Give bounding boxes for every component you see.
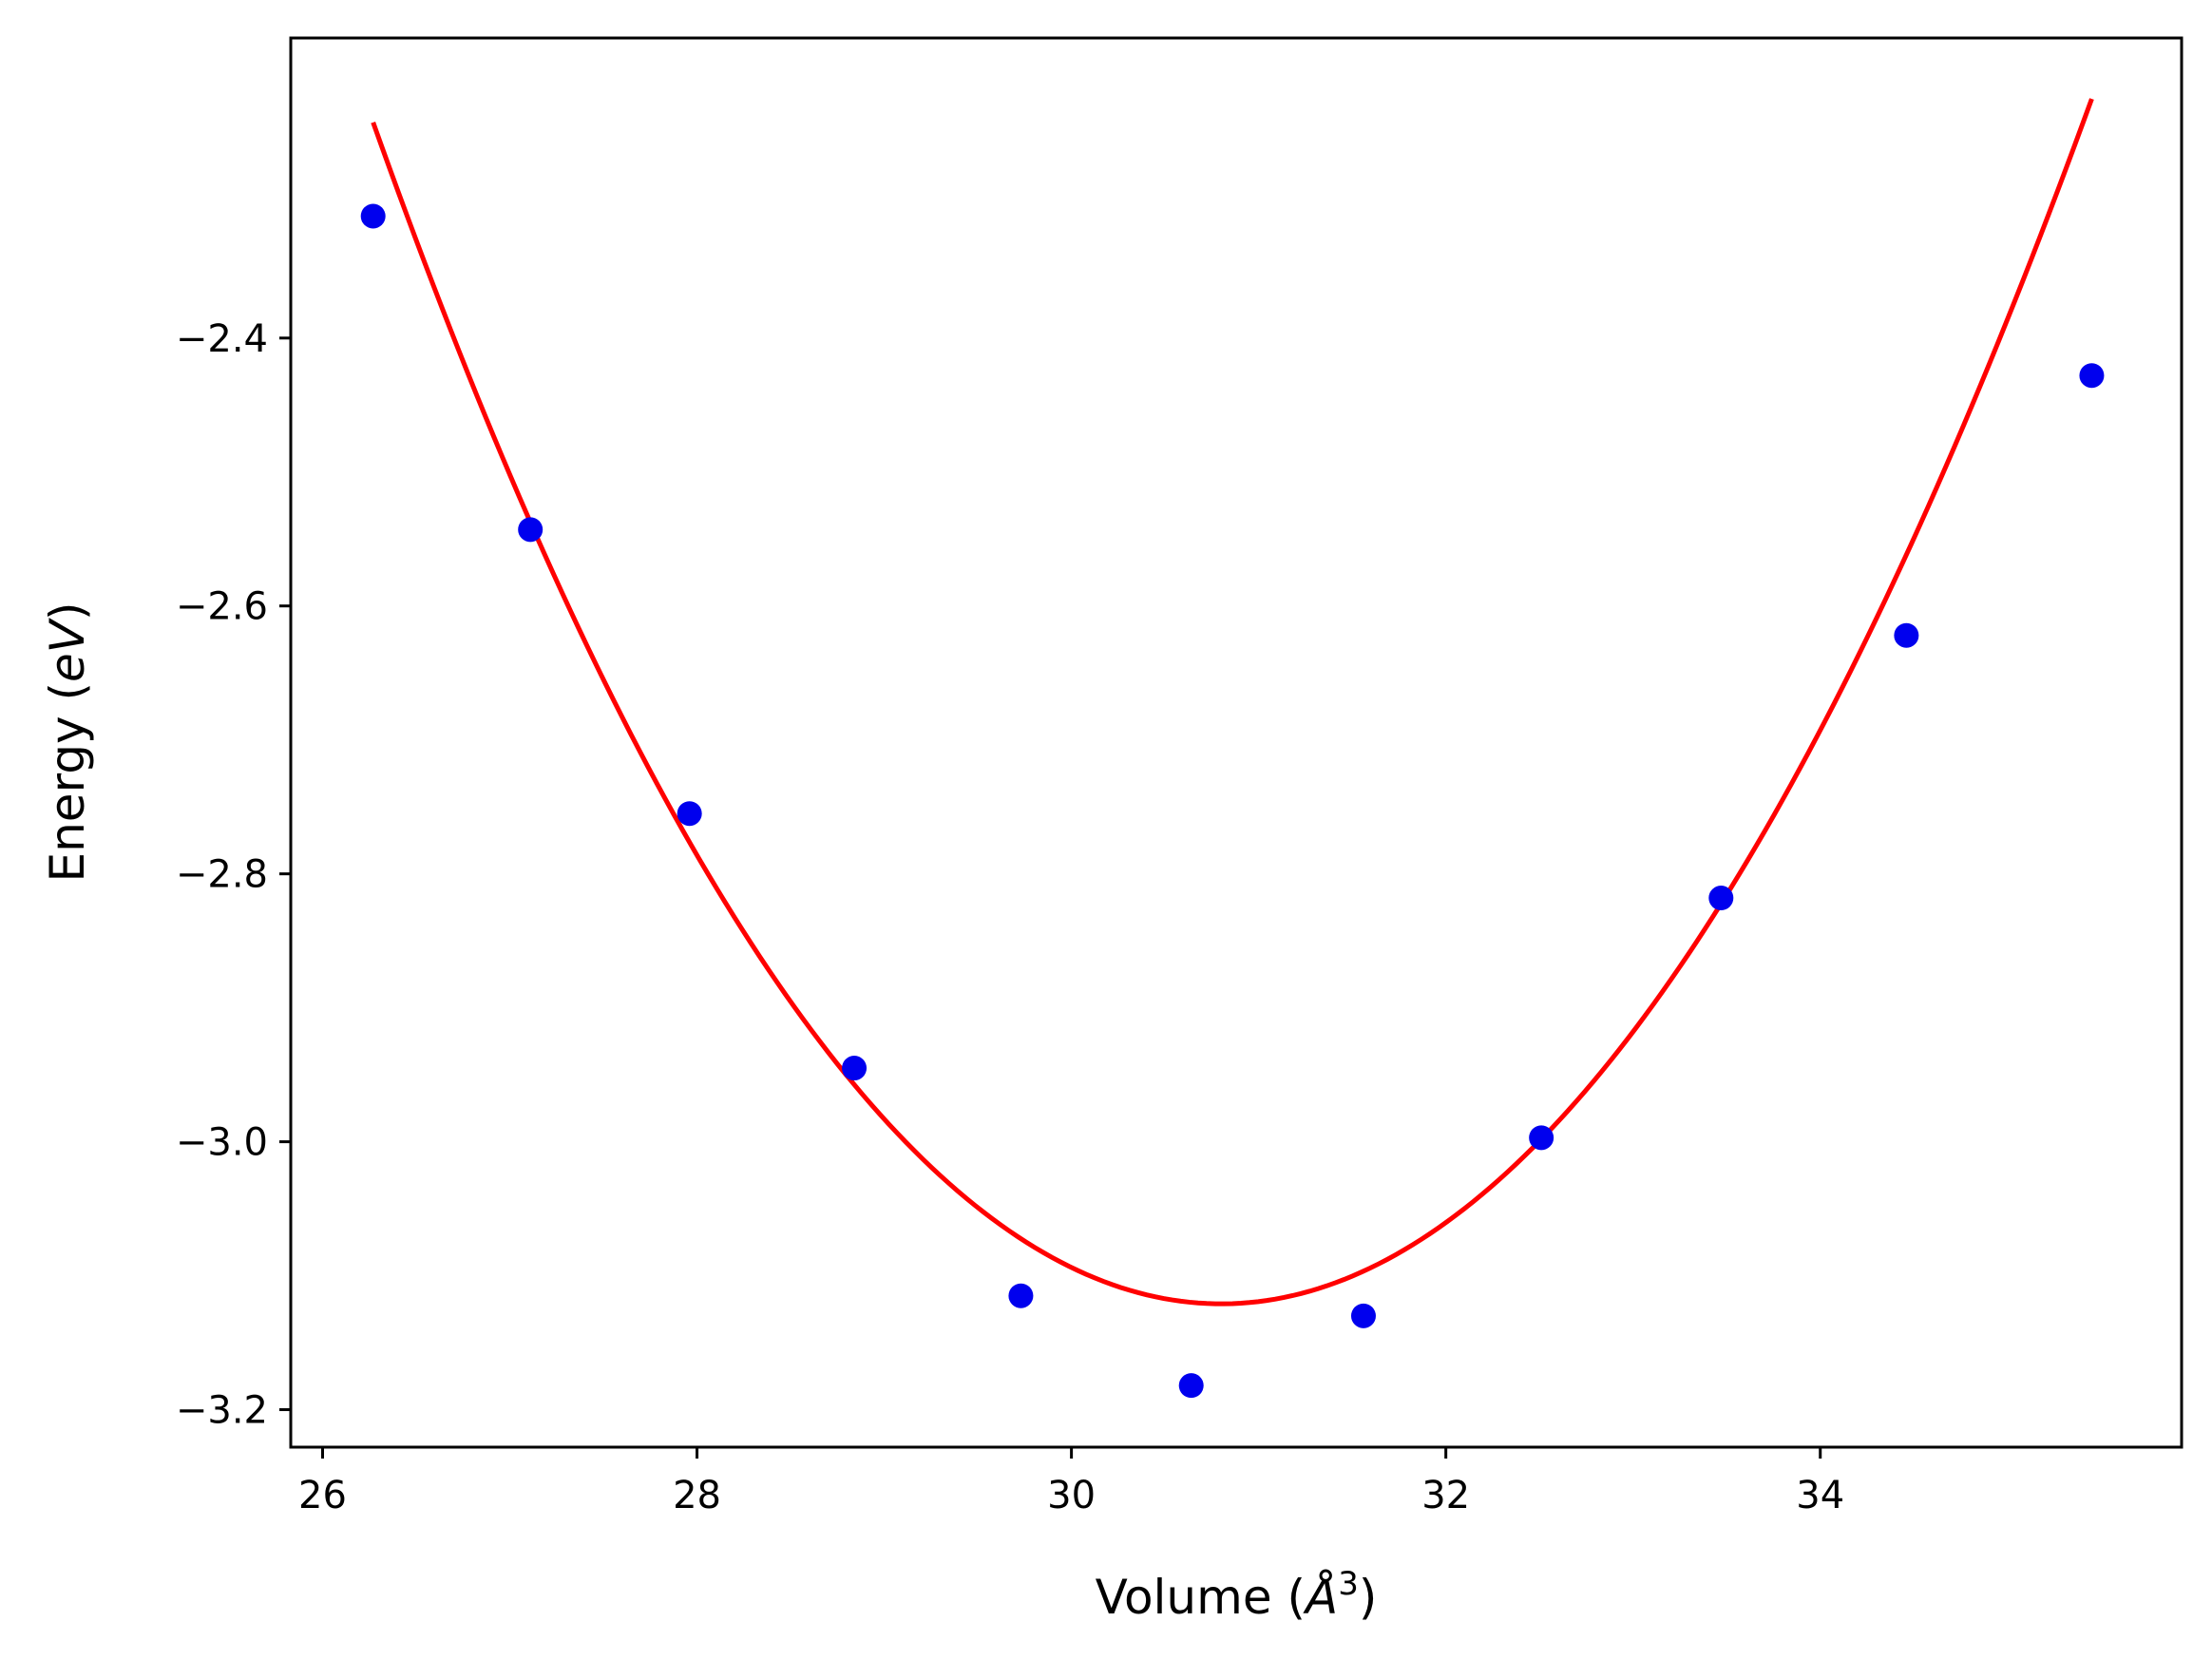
x-tick-label: 28	[673, 1474, 721, 1517]
data-point	[1894, 622, 1919, 648]
data-point	[842, 1056, 868, 1081]
fit-curve-layer	[371, 98, 2094, 1307]
x-tick-label: 34	[1796, 1474, 1844, 1517]
y-tick-label: −2.8	[176, 853, 268, 897]
data-point	[1008, 1283, 1034, 1308]
x-axis-label: Volume (Å3)	[1096, 1565, 1378, 1625]
x-tick-label: 26	[298, 1474, 347, 1517]
x-axis-ticks: 26 28 30 32 34	[298, 1447, 1844, 1517]
y-axis-ticks: −3.2 −3.0 −2.8 −2.6 −2.4	[176, 317, 291, 1433]
data-point	[518, 517, 543, 543]
fit-curve	[371, 98, 2094, 1307]
data-point	[2079, 363, 2105, 389]
data-point	[1178, 1373, 1204, 1399]
y-axis-label: Energy (eV)	[40, 602, 95, 883]
data-points-layer	[360, 203, 2105, 1399]
y-tick-label: −2.4	[176, 317, 268, 361]
x-tick-label: 32	[1421, 1474, 1470, 1517]
y-tick-label: −3.2	[176, 1389, 268, 1433]
data-point	[677, 801, 702, 827]
data-point	[360, 203, 386, 229]
data-point	[1529, 1125, 1554, 1151]
y-tick-label: −2.6	[176, 585, 268, 629]
y-tick-label: −3.0	[176, 1121, 268, 1165]
data-point	[1350, 1303, 1376, 1328]
data-point	[1708, 886, 1734, 911]
x-tick-label: 30	[1047, 1474, 1096, 1517]
plot-frame	[289, 36, 2183, 1449]
